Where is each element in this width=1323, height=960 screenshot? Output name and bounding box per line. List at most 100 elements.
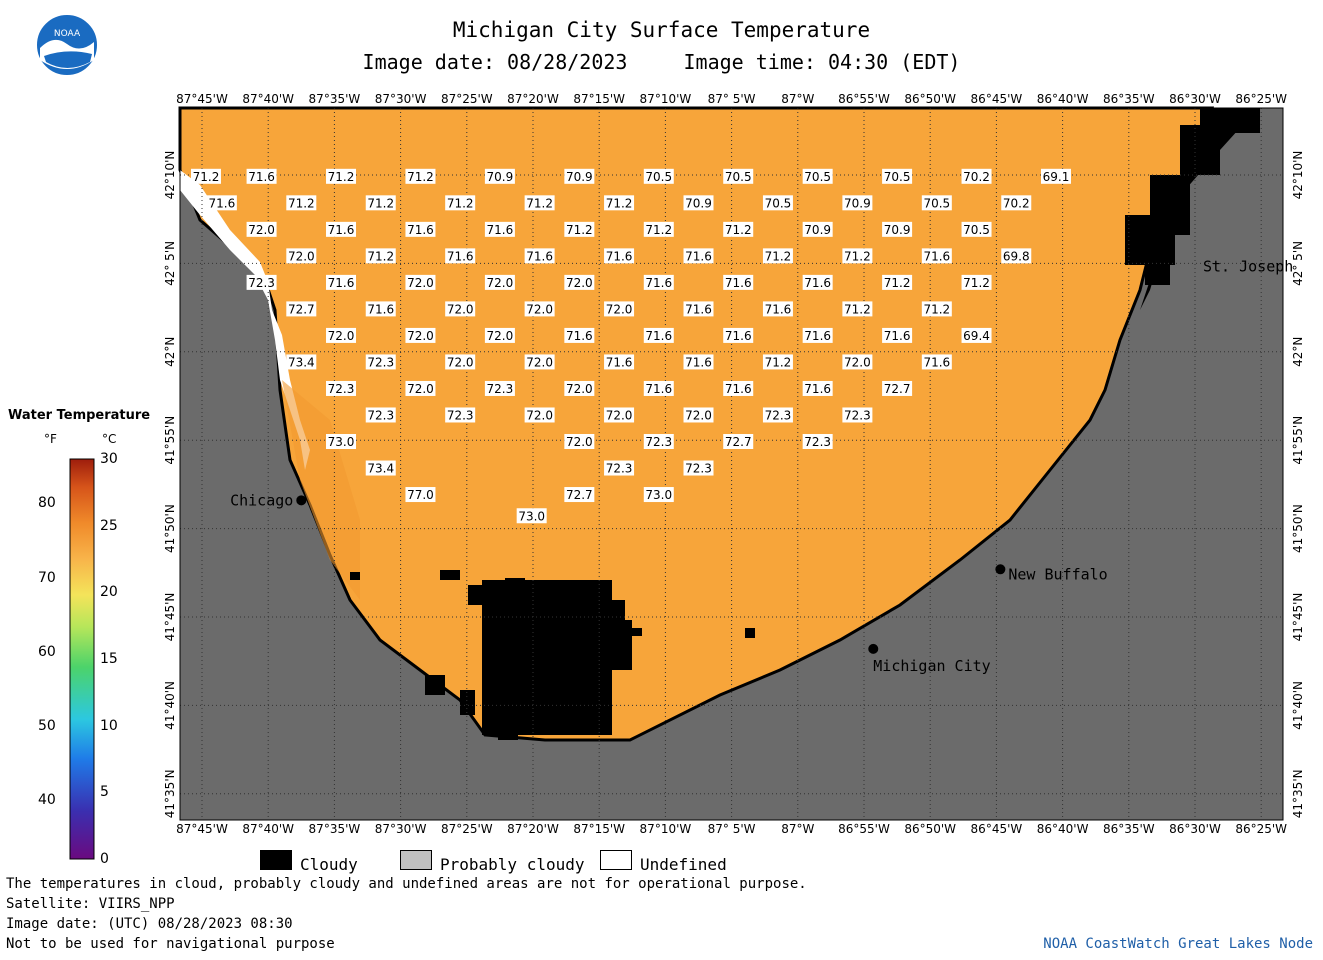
temperature-value: 72.3: [447, 408, 474, 422]
lat-tick-left: 41°55'N: [163, 416, 177, 465]
temperature-label-bg: [365, 301, 396, 317]
unit-f: °F: [44, 432, 57, 446]
temperature-label: 73.0: [516, 508, 547, 524]
temperature-label-bg: [723, 221, 754, 237]
probably-cloudy-swatch: [400, 850, 432, 870]
lon-tick-top: 87° 5'W: [708, 92, 756, 106]
temperature-label: 72.7: [882, 380, 913, 396]
temperature-label: 72.0: [564, 380, 595, 396]
cloud-mask-north: [1140, 108, 1258, 310]
temperature-label-bg: [762, 248, 793, 264]
temperature-label: 72.3: [683, 460, 714, 476]
temperature-value: 69.8: [1003, 249, 1030, 263]
temperature-label-bg: [604, 354, 635, 370]
temperature-value: 71.2: [193, 170, 220, 184]
temperature-label-bg: [286, 301, 317, 317]
temperature-value: 71.6: [566, 329, 593, 343]
temperature-label: 71.6: [246, 168, 277, 184]
temperature-value: 73.0: [518, 509, 545, 523]
temperature-label: 71.6: [643, 327, 674, 343]
lon-tick-top: 87°30'W: [375, 92, 427, 106]
temperature-label: 72.7: [286, 301, 317, 317]
temperature-label: 69.1: [1040, 168, 1071, 184]
temperature-label: 77.0: [405, 487, 436, 503]
lon-tick-bottom: 87°W: [781, 822, 814, 836]
temperature-label: 71.6: [604, 354, 635, 370]
lon-tick-bottom: 87°20'W: [507, 822, 559, 836]
temperature-value: 70.5: [765, 196, 792, 210]
temperature-label-bg: [524, 301, 555, 317]
probably-cloudy-label: Probably cloudy: [440, 855, 585, 874]
temperature-label-bg: [365, 460, 396, 476]
lon-tick-bottom: 86°50'W: [904, 822, 956, 836]
temperature-label-bg: [484, 274, 515, 290]
temperature-label-bg: [564, 487, 595, 503]
temperature-label: 72.0: [405, 380, 436, 396]
temperature-value: 72.7: [566, 488, 593, 502]
temperature-label: 69.8: [1001, 248, 1032, 264]
temperature-value: 73.0: [645, 488, 672, 502]
temperature-value: 71.2: [407, 170, 434, 184]
lat-tick-left: 41°50'N: [163, 504, 177, 553]
temperature-label: 71.6: [882, 327, 913, 343]
temperature-value: 72.0: [328, 329, 355, 343]
temperature-value: 71.2: [844, 302, 871, 316]
temperature-label-bg: [842, 354, 873, 370]
lat-tick-right: 41°55'N: [1291, 416, 1305, 465]
lat-tick-right: 41°45'N: [1291, 593, 1305, 642]
temperature-label-bg: [802, 380, 833, 396]
temperature-label: 73.0: [643, 487, 674, 503]
temperature-value: 71.6: [725, 382, 752, 396]
temperature-label: 71.6: [802, 274, 833, 290]
temperature-label-bg: [842, 248, 873, 264]
temperature-value: 72.0: [407, 276, 434, 290]
lat-tick-right: 42°10'N: [1291, 151, 1305, 200]
temperature-label-bg: [762, 301, 793, 317]
temperature-label: 71.6: [643, 380, 674, 396]
temperature-label-bg: [516, 508, 547, 524]
lon-tick-top: 87°45'W: [176, 92, 228, 106]
temperature-value: 72.0: [487, 329, 514, 343]
temperature-label-bg: [365, 248, 396, 264]
temperature-label-bg: [723, 274, 754, 290]
temperature-label: 72.0: [484, 274, 515, 290]
temperature-label-bg: [246, 168, 277, 184]
temperature-value: 71.6: [804, 382, 831, 396]
temperature-label: 72.3: [842, 407, 873, 423]
temperature-label: 71.2: [762, 248, 793, 264]
temperature-label: 71.6: [484, 221, 515, 237]
temperature-value: 70.5: [804, 170, 831, 184]
temperature-label: 71.2: [842, 248, 873, 264]
temperature-label-bg: [484, 380, 515, 396]
temperature-label-bg: [683, 195, 714, 211]
temperature-value: 70.2: [1003, 196, 1030, 210]
temperature-value: 71.6: [487, 223, 514, 237]
warm-shading: [282, 380, 360, 600]
temperature-value: 72.0: [288, 249, 315, 263]
temperature-value: 71.2: [765, 355, 792, 369]
temperature-label: 70.5: [961, 221, 992, 237]
temperature-label-bg: [405, 221, 436, 237]
temperature-label-bg: [723, 327, 754, 343]
colorbar: [69, 458, 95, 860]
temperature-label-bg: [961, 168, 992, 184]
lon-tick-top: 87°W: [781, 92, 814, 106]
temperature-value: 70.5: [725, 170, 752, 184]
temperature-label: 71.6: [723, 380, 754, 396]
temperature-label-bg: [365, 407, 396, 423]
temperature-value: 71.6: [804, 329, 831, 343]
temperature-value: 71.2: [288, 196, 315, 210]
map-title: Michigan City Surface Temperature: [452, 18, 871, 42]
temperature-label-bg: [1001, 248, 1032, 264]
temperature-label-bg: [405, 327, 436, 343]
lon-tick-bottom: 86°25'W: [1235, 822, 1287, 836]
temperature-label-bg: [683, 354, 714, 370]
temperature-label-bg: [246, 274, 277, 290]
temperature-label: 70.5: [882, 168, 913, 184]
temperature-value: 71.6: [606, 355, 633, 369]
temperature-value: 72.0: [447, 302, 474, 316]
colorbar-tick-f: 60: [38, 643, 56, 660]
temperature-label: 72.0: [484, 327, 515, 343]
temperature-value: 72.3: [367, 408, 394, 422]
temperature-label-bg: [405, 274, 436, 290]
